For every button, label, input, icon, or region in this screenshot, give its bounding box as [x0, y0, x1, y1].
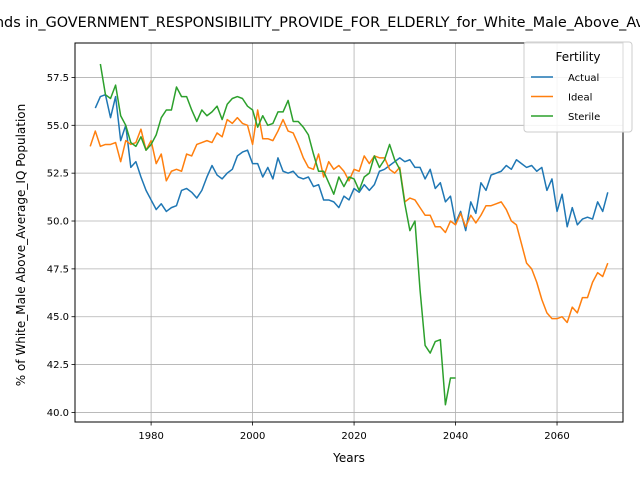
x-tick-label: 2020: [341, 431, 366, 442]
series-line-actual: [94, 93, 609, 232]
series-line-ideal: [89, 109, 609, 324]
y-tick-label: 42.5: [47, 360, 69, 371]
y-tick-label: 47.5: [47, 264, 69, 275]
legend: Fertility Actual Ideal Sterile: [523, 41, 633, 133]
y-axis: 40.0 42.5 45.0 47.5 50.0 52.5 55.0 57.5: [47, 73, 75, 419]
y-tick-label: 50.0: [47, 217, 69, 228]
chart-title: Trends in_GOVERNMENT_RESPONSIBILITY_PROV…: [0, 15, 640, 31]
y-tick-label: 45.0: [47, 312, 69, 323]
x-tick-label: 1980: [138, 431, 163, 442]
y-tick-label: 57.5: [47, 73, 69, 84]
x-tick-label: 2060: [544, 431, 569, 442]
y-tick-label: 55.0: [47, 121, 69, 132]
legend-label-ideal: Ideal: [568, 93, 592, 104]
y-tick-label: 40.0: [47, 408, 69, 419]
legend-label-actual: Actual: [568, 73, 599, 84]
legend-title: Fertility: [555, 50, 600, 64]
x-axis: 1980 2000 2020 2040 2060: [138, 422, 570, 442]
x-tick-label: 2040: [443, 431, 468, 442]
plot-frame: [74, 42, 624, 423]
x-tick-label: 2000: [240, 431, 265, 442]
legend-label-sterile: Sterile: [568, 112, 600, 123]
series-line-sterile: [99, 63, 456, 406]
x-axis-label: Years: [332, 451, 365, 465]
y-axis-label: % of White_Male Above_Average_IQ Populat…: [14, 104, 28, 387]
series-layer: [89, 63, 609, 406]
y-tick-label: 52.5: [47, 169, 69, 180]
legend-box: [523, 41, 633, 133]
